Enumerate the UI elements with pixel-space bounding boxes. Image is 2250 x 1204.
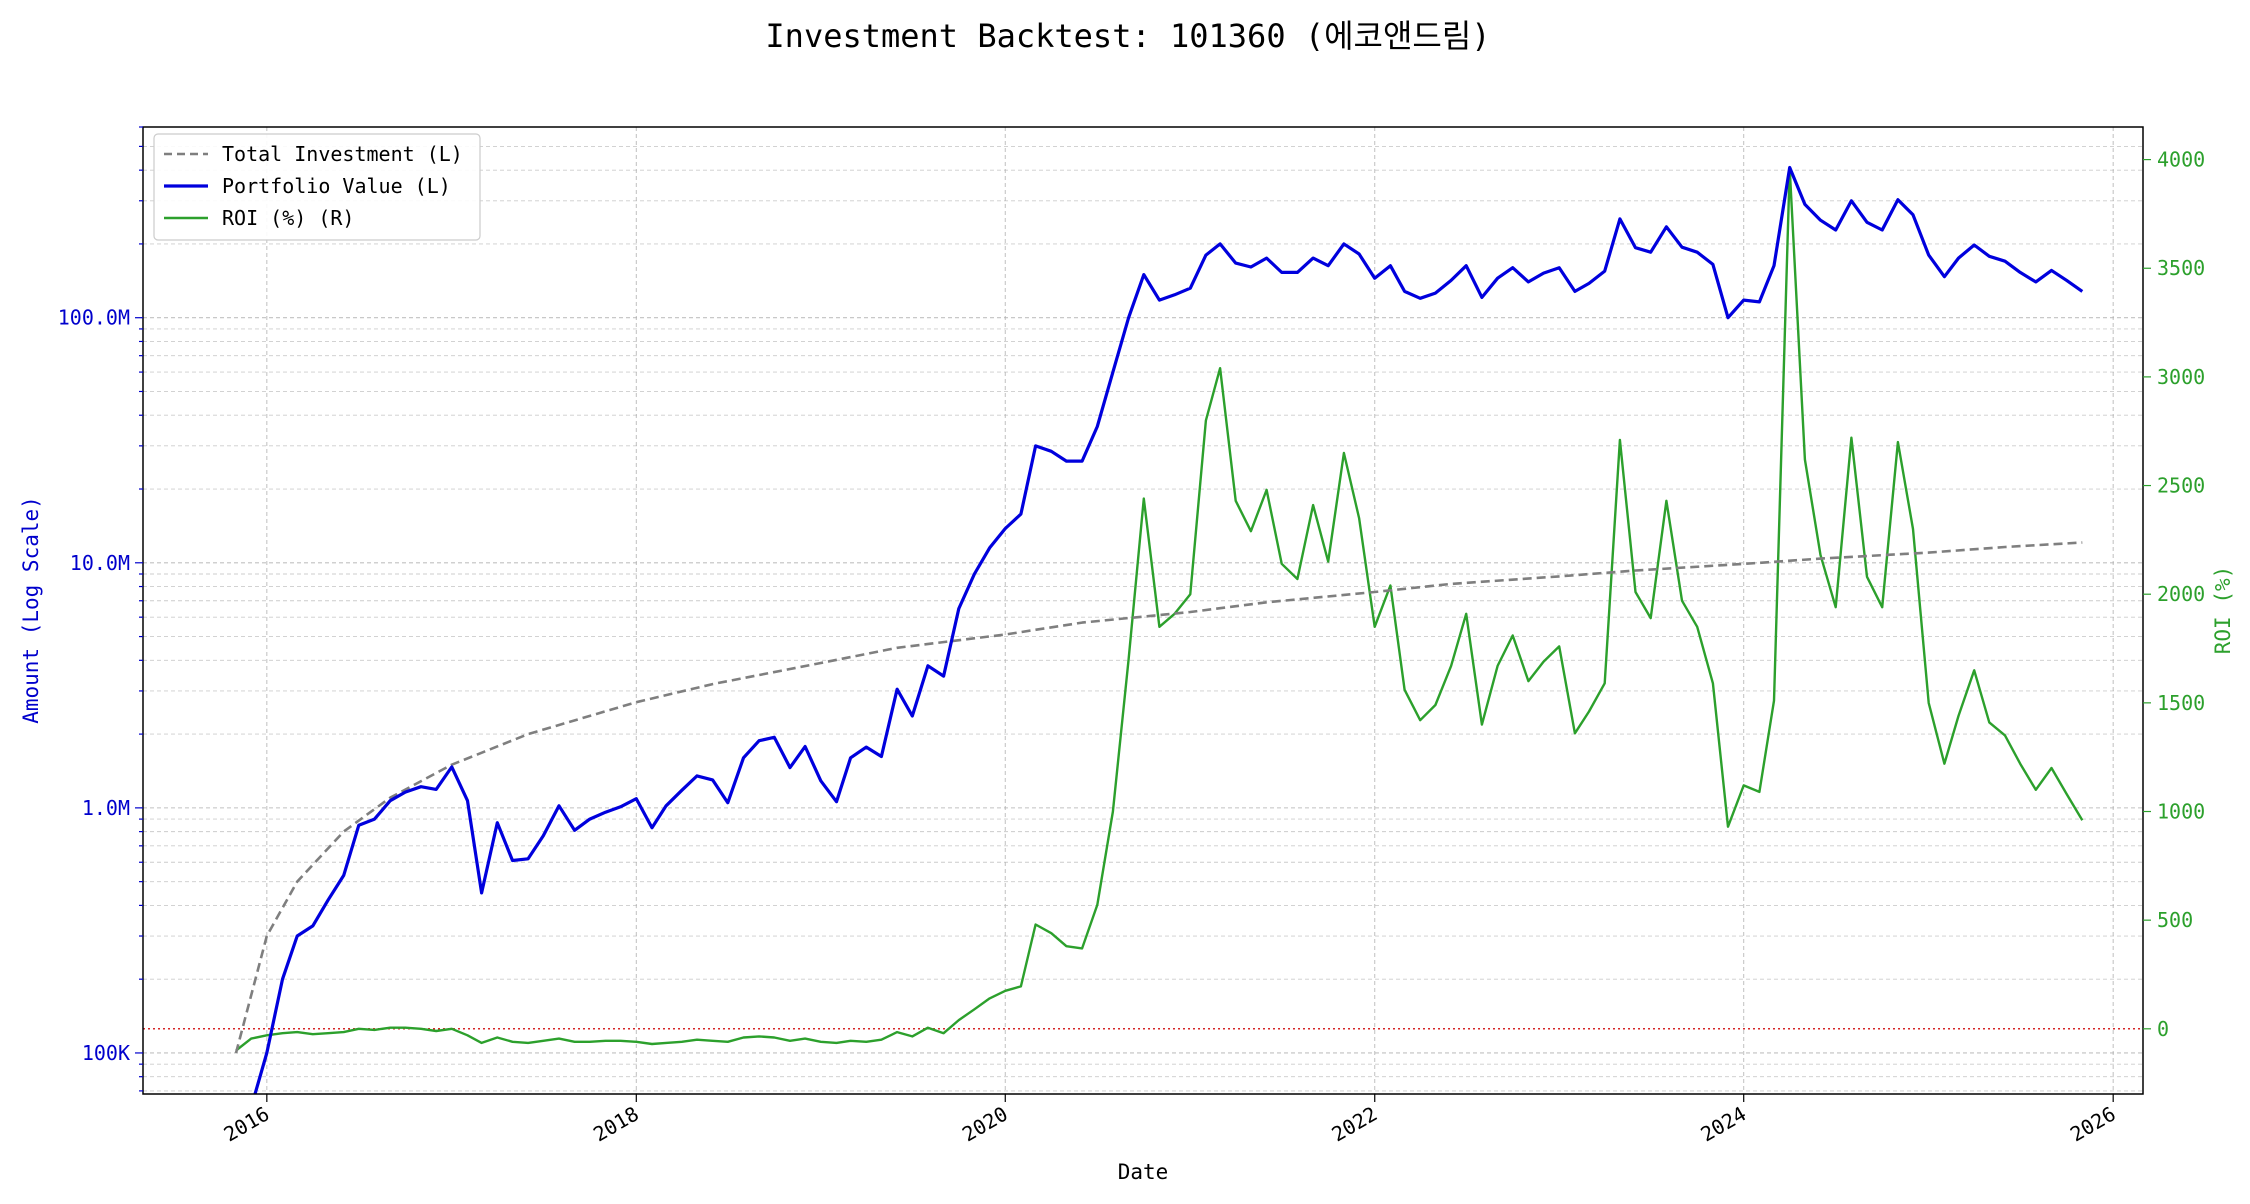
y-axis-left-label: Amount (Log Scale) [19, 496, 43, 724]
legend-box [153, 133, 481, 241]
grid-layer [143, 126, 2143, 1094]
y-left-tick-label: 100.0M [58, 306, 130, 330]
series-layer [143, 165, 2143, 1094]
series-total-investment-line [234, 541, 2083, 1054]
plot-frame [142, 126, 2144, 1095]
legend-label-total-investment: Total Investment (L) [222, 142, 463, 166]
y-right-tick-label: 1500 [2157, 691, 2205, 715]
y-axis-right-label: ROI (%) [2211, 566, 2235, 655]
series-portfolio-value-line [253, 165, 2084, 1094]
series-roi-line [235, 167, 2084, 1052]
y-right-tick-label: 3000 [2157, 365, 2205, 389]
y-right-tick-label: 500 [2157, 908, 2193, 932]
chart-title: Investment Backtest: 101360 (에코앤드림) [765, 17, 1490, 55]
y-right-tick-label: 2000 [2157, 582, 2205, 606]
legend-label-portfolio-value: Portfolio Value (L) [222, 174, 451, 198]
y-left-tick-label: 10.0M [70, 551, 130, 575]
y-right-tick-label: 3500 [2157, 256, 2205, 280]
legend: Total Investment (L) Portfolio Value (L)… [153, 133, 481, 241]
y-right-tick-label: 2500 [2157, 474, 2205, 498]
y-right-tick-label: 1000 [2157, 800, 2205, 824]
y-left-tick-label: 1.0M [82, 796, 130, 820]
legend-label-roi: ROI (%) (R) [222, 206, 354, 230]
y-right-tick-label: 4000 [2157, 148, 2205, 172]
y-right-tick-label: 0 [2157, 1017, 2169, 1041]
x-axis-label: Date [1118, 1160, 1169, 1184]
y-left-tick-label: 100K [82, 1041, 130, 1065]
